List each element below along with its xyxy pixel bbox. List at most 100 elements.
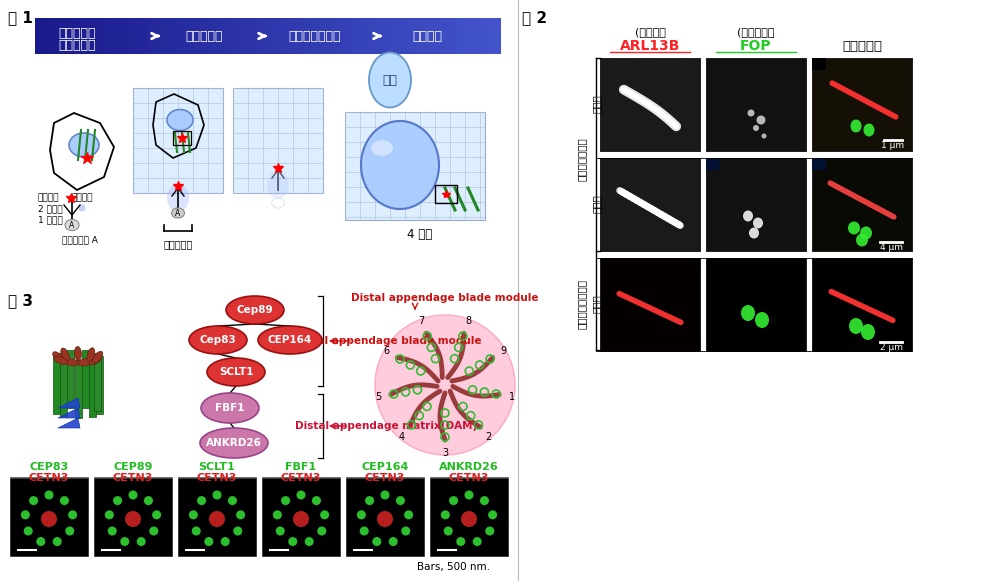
Bar	[379, 18, 389, 54]
Bar	[178, 478, 256, 556]
Ellipse shape	[108, 526, 117, 536]
Ellipse shape	[105, 510, 114, 519]
Bar	[812, 158, 912, 251]
Bar	[454, 18, 464, 54]
Bar	[426, 18, 436, 54]
Ellipse shape	[288, 537, 297, 546]
Text: 蛍光顔微鏡画像: 蛍光顔微鏡画像	[577, 137, 587, 181]
Ellipse shape	[89, 356, 102, 365]
Text: CEP89: CEP89	[113, 462, 153, 472]
Text: Distal appendage matrix(DAM): Distal appendage matrix(DAM)	[295, 421, 477, 431]
Text: ANKRD26: ANKRD26	[439, 462, 499, 472]
Bar	[812, 158, 826, 170]
Text: 1 μm: 1 μm	[881, 142, 905, 150]
Bar	[346, 478, 424, 556]
Bar	[388, 18, 399, 54]
Text: 試料膨張: 試料膨張	[412, 30, 442, 42]
Ellipse shape	[464, 490, 474, 500]
Bar	[812, 58, 912, 151]
Ellipse shape	[361, 121, 439, 209]
Bar	[416, 18, 427, 54]
Bar	[44, 18, 55, 54]
Bar	[314, 18, 324, 54]
Ellipse shape	[236, 510, 245, 519]
Bar	[333, 18, 343, 54]
Bar	[812, 258, 912, 351]
Ellipse shape	[849, 318, 863, 334]
Ellipse shape	[120, 537, 129, 546]
Bar	[96, 356, 103, 414]
Text: 図 2: 図 2	[522, 10, 547, 25]
Ellipse shape	[281, 496, 290, 505]
Polygon shape	[58, 398, 80, 408]
Bar	[119, 18, 129, 54]
Ellipse shape	[357, 510, 366, 519]
Bar	[91, 18, 101, 54]
Ellipse shape	[372, 537, 381, 546]
Ellipse shape	[93, 352, 103, 363]
Ellipse shape	[365, 496, 374, 505]
Ellipse shape	[125, 511, 141, 527]
Ellipse shape	[149, 526, 158, 536]
Text: CETN3: CETN3	[449, 473, 489, 483]
Bar	[481, 18, 492, 54]
Text: ARL13B: ARL13B	[620, 39, 680, 53]
Ellipse shape	[473, 537, 482, 546]
Text: Distal appendage blade module: Distal appendage blade module	[294, 336, 482, 346]
Bar	[305, 18, 315, 54]
Bar	[173, 131, 191, 145]
Ellipse shape	[404, 510, 413, 519]
Text: 6: 6	[383, 346, 389, 356]
Bar	[94, 353, 101, 411]
Polygon shape	[58, 408, 80, 418]
Ellipse shape	[87, 348, 95, 361]
Ellipse shape	[864, 124, 874, 137]
Ellipse shape	[856, 234, 868, 246]
Ellipse shape	[78, 358, 92, 366]
Text: 8: 8	[465, 316, 471, 326]
Ellipse shape	[389, 537, 398, 546]
Text: CEP83: CEP83	[29, 462, 69, 472]
Ellipse shape	[172, 208, 184, 218]
Bar	[193, 18, 203, 54]
Bar	[72, 18, 82, 54]
Bar	[249, 18, 259, 54]
Text: 9: 9	[501, 346, 507, 356]
Ellipse shape	[371, 140, 393, 156]
Bar	[82, 18, 92, 54]
Ellipse shape	[753, 217, 763, 228]
Text: 架橋構造: 架橋構造	[72, 193, 94, 202]
Text: 吸水: 吸水	[382, 74, 398, 87]
Ellipse shape	[757, 116, 766, 124]
Ellipse shape	[207, 358, 265, 386]
Ellipse shape	[380, 490, 390, 500]
Bar	[600, 158, 700, 251]
Bar	[35, 18, 45, 54]
Ellipse shape	[293, 511, 309, 527]
Ellipse shape	[762, 134, 767, 138]
Bar	[430, 478, 508, 556]
Bar	[221, 18, 231, 54]
Ellipse shape	[200, 428, 268, 458]
Ellipse shape	[360, 526, 369, 536]
Ellipse shape	[860, 227, 872, 239]
Text: 固定・染色: 固定・染色	[58, 27, 96, 40]
Bar	[463, 18, 473, 54]
Text: FBF1: FBF1	[285, 462, 317, 472]
Ellipse shape	[228, 496, 237, 505]
Bar	[706, 158, 720, 170]
Ellipse shape	[444, 526, 453, 536]
Text: CETN3: CETN3	[113, 473, 153, 483]
Text: (繊毛膜）: (繊毛膜）	[635, 27, 665, 37]
Bar	[156, 18, 166, 54]
Ellipse shape	[441, 510, 450, 519]
Bar	[398, 18, 408, 54]
Text: CETN3: CETN3	[197, 473, 237, 483]
Bar	[165, 18, 176, 54]
Text: SCLT1: SCLT1	[199, 462, 235, 472]
Ellipse shape	[21, 510, 30, 519]
Bar	[55, 353, 62, 411]
Ellipse shape	[137, 537, 146, 546]
Bar	[472, 18, 482, 54]
Ellipse shape	[54, 356, 67, 364]
